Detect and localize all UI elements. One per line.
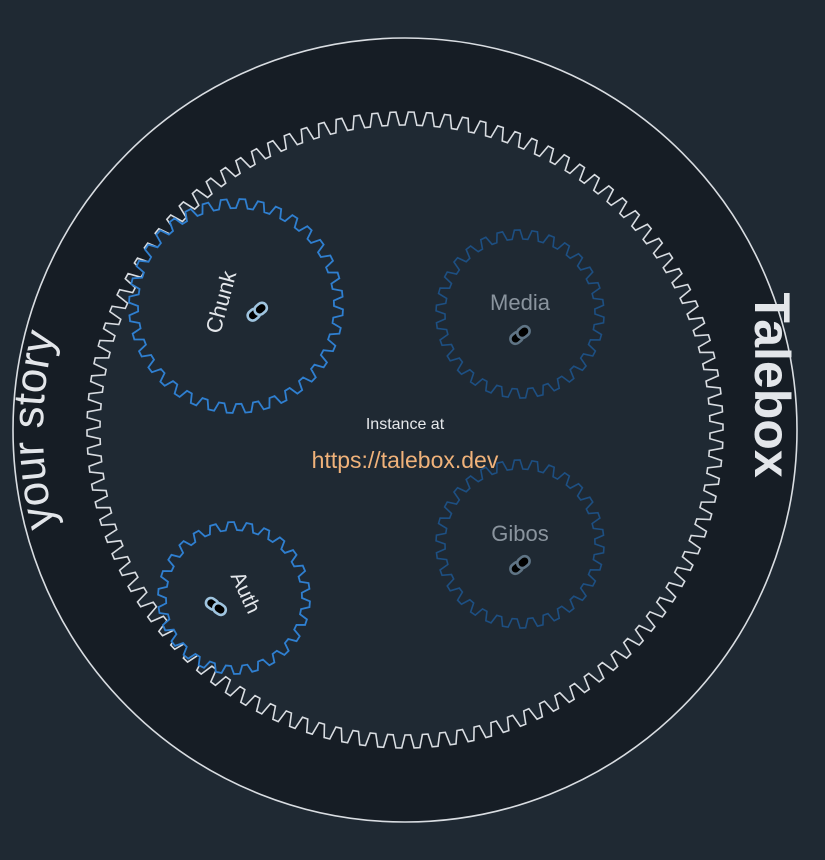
gear-gibos-outline — [435, 459, 605, 629]
gear-gibos-label: Gibos — [491, 521, 548, 546]
instance-url-link[interactable]: https://talebox.dev — [312, 447, 499, 473]
gear-chunk[interactable]: Chunk — [128, 198, 344, 414]
brand-wordmark: Talebox — [744, 292, 800, 477]
gear-media-outline — [435, 229, 605, 399]
instance-caption: Instance at — [366, 416, 445, 433]
gear-auth-outline — [157, 521, 311, 675]
gear-media[interactable]: Media — [435, 229, 605, 399]
gear-chunk-outline — [128, 198, 344, 414]
gear-gibos[interactable]: Gibos — [435, 459, 605, 629]
gear-media-label: Media — [490, 290, 551, 315]
gear-auth[interactable]: Auth — [157, 521, 311, 675]
